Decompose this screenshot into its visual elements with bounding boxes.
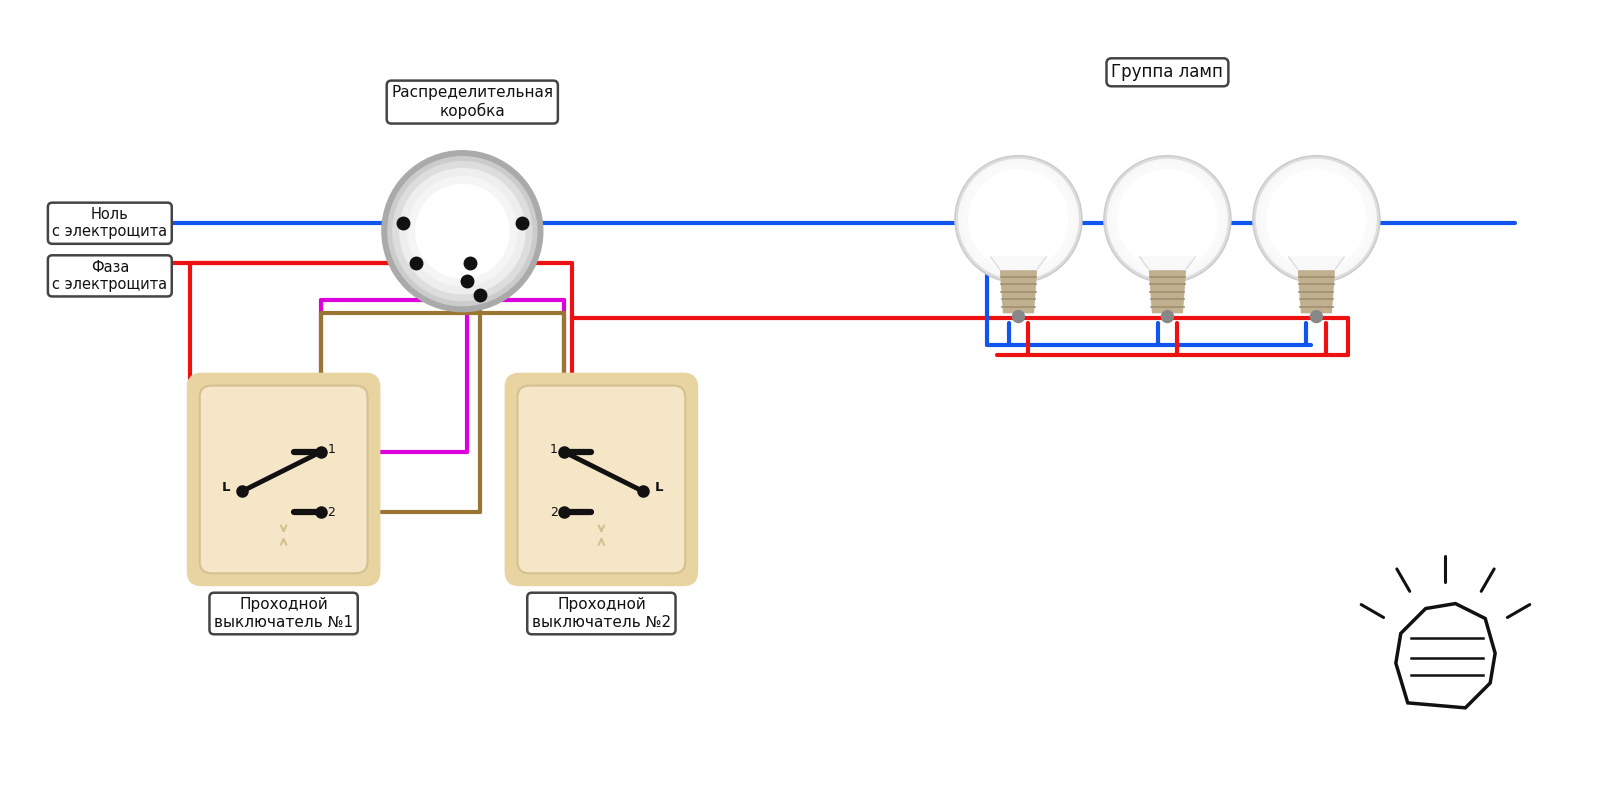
- Circle shape: [394, 162, 531, 301]
- Polygon shape: [1299, 271, 1334, 313]
- Text: Проходной
выключатель №1: Проходной выключатель №1: [214, 598, 354, 630]
- Polygon shape: [990, 257, 1046, 269]
- Polygon shape: [1139, 257, 1195, 269]
- Circle shape: [1110, 162, 1224, 276]
- Text: 1: 1: [328, 443, 334, 456]
- Circle shape: [1267, 170, 1366, 269]
- Circle shape: [1310, 310, 1322, 322]
- Circle shape: [955, 156, 1082, 283]
- Text: Ноль
с электрощита: Ноль с электрощита: [53, 207, 168, 239]
- Circle shape: [1104, 156, 1230, 283]
- Polygon shape: [1395, 603, 1494, 708]
- FancyBboxPatch shape: [200, 386, 368, 574]
- Text: Проходной
выключатель №2: Проходной выключатель №2: [531, 598, 670, 630]
- FancyBboxPatch shape: [504, 373, 698, 586]
- Text: L: L: [221, 481, 230, 494]
- Polygon shape: [1288, 257, 1344, 269]
- Text: Группа ламп: Группа ламп: [1112, 63, 1224, 82]
- Circle shape: [1013, 310, 1024, 322]
- Polygon shape: [1000, 271, 1037, 313]
- Text: 2: 2: [550, 506, 558, 518]
- Circle shape: [387, 157, 538, 306]
- FancyBboxPatch shape: [187, 373, 381, 586]
- Text: L: L: [654, 481, 664, 494]
- Circle shape: [957, 158, 1080, 281]
- Circle shape: [1259, 162, 1373, 276]
- Circle shape: [1118, 170, 1218, 269]
- Circle shape: [408, 177, 517, 286]
- Circle shape: [1162, 310, 1173, 322]
- Circle shape: [416, 185, 509, 278]
- Circle shape: [1253, 156, 1379, 283]
- Text: 1: 1: [550, 443, 558, 456]
- Text: Фаза
с электрощита: Фаза с электрощита: [53, 260, 168, 292]
- Circle shape: [962, 162, 1075, 276]
- Circle shape: [382, 150, 542, 312]
- Polygon shape: [1149, 271, 1186, 313]
- Text: Распределительная
коробка: Распределительная коробка: [392, 85, 554, 119]
- Circle shape: [970, 170, 1069, 269]
- FancyBboxPatch shape: [517, 386, 685, 574]
- Text: 2: 2: [328, 506, 334, 518]
- Circle shape: [1254, 158, 1378, 281]
- Circle shape: [1106, 158, 1229, 281]
- Circle shape: [400, 169, 525, 294]
